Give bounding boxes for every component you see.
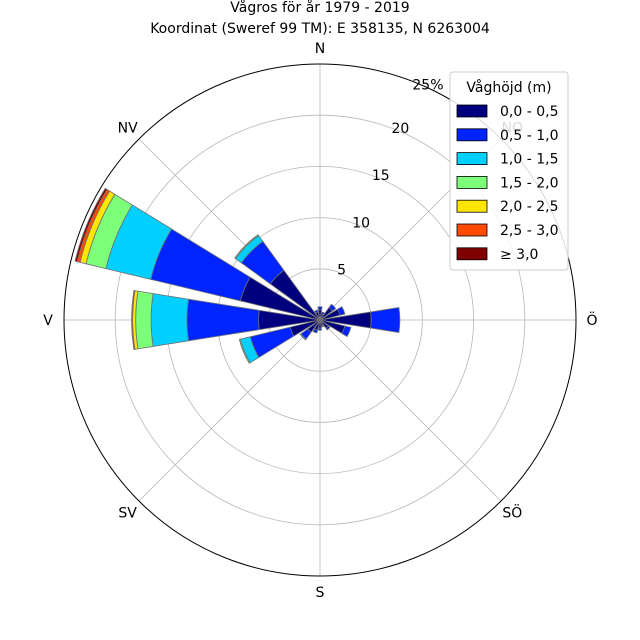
rose-wedge xyxy=(320,311,325,316)
legend-frame xyxy=(449,71,569,271)
chart-subtitle: Koordinat (Sweref 99 TM): E 358135, N 62… xyxy=(150,21,490,37)
polar-grid xyxy=(63,63,577,577)
ring-label: 15 xyxy=(372,168,390,184)
rose-wedge xyxy=(131,290,136,350)
rose-wedge xyxy=(238,338,251,364)
ring-label: 25% xyxy=(412,77,443,93)
legend-title: Våghöjd (m) xyxy=(466,79,551,96)
legend-swatch xyxy=(456,152,488,166)
rose-wedge xyxy=(299,333,307,341)
ring-label: 5 xyxy=(337,263,346,279)
rose-wedge xyxy=(150,293,189,347)
rose-wedge xyxy=(328,303,337,312)
rose-wedge xyxy=(186,298,260,342)
rose-wedge xyxy=(317,327,323,331)
legend-swatch xyxy=(456,128,488,142)
legend-swatch xyxy=(456,104,488,118)
legend-swatch xyxy=(456,199,488,213)
spoke-line xyxy=(138,319,321,502)
legend-label: 2,5 - 3,0 xyxy=(500,223,558,239)
rose-wedge xyxy=(314,309,319,314)
legend-swatch xyxy=(456,247,488,261)
chart-title: Vågros för år 1979 - 2019 xyxy=(230,0,409,16)
rose-wedge xyxy=(336,306,346,316)
direction-label: N xyxy=(315,41,325,57)
legend-swatch xyxy=(456,223,488,237)
rose-wedge xyxy=(341,325,352,338)
direction-label: Ö xyxy=(586,311,597,329)
direction-label: SV xyxy=(118,505,137,521)
direction-label: V xyxy=(43,313,53,329)
rose-wedge xyxy=(317,306,323,311)
legend-swatch xyxy=(456,175,488,189)
rose-wedge xyxy=(74,187,108,263)
rose-wedge xyxy=(320,324,325,328)
ring-label: 20 xyxy=(391,121,409,137)
ring-label: 10 xyxy=(352,215,370,231)
rose-wedges xyxy=(74,187,401,364)
legend-label: 1,0 - 1,5 xyxy=(500,152,558,168)
rose-wedge xyxy=(325,325,331,331)
legend: Våghöjd (m) 0,0 - 0,5 0,5 - 1,0 1,0 - 1,5 1… xyxy=(449,71,569,271)
legend-label: 2,0 - 2,5 xyxy=(500,199,558,215)
direction-label: NV xyxy=(118,121,138,137)
legend-label: ≥ 3,0 xyxy=(500,247,538,263)
axis-labels: NNOÖSÖSSVVNV510152025% xyxy=(43,41,597,601)
outer-ring xyxy=(63,63,577,577)
legend-items: 0,0 - 0,5 0,5 - 1,0 1,0 - 1,5 1,5 - 2,0 2,0 … xyxy=(456,104,558,263)
ring-circle xyxy=(114,114,526,526)
rose-wedge xyxy=(370,307,401,333)
legend-label: 0,0 - 0,5 xyxy=(500,104,558,120)
legend-label: 0,5 - 1,0 xyxy=(500,128,558,144)
rose-wedge xyxy=(312,328,319,334)
legend-label: 1,5 - 2,0 xyxy=(500,175,558,191)
direction-label: S xyxy=(316,585,325,601)
spoke-line xyxy=(319,319,502,502)
direction-label: SÖ xyxy=(502,503,522,521)
rose-wedge xyxy=(135,290,154,350)
rose-wedge xyxy=(234,234,260,260)
